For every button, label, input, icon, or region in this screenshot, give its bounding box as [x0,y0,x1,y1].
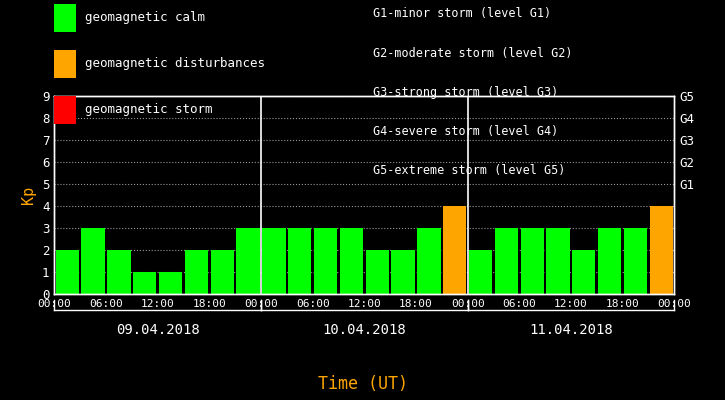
Y-axis label: Kp: Kp [22,186,36,204]
Bar [624,228,647,294]
Bar [340,228,363,294]
Bar [107,250,130,294]
Bar [56,250,79,294]
Bar [572,250,595,294]
Bar [598,228,621,294]
Text: G5-extreme storm (level G5): G5-extreme storm (level G5) [373,164,566,177]
Bar [159,272,182,294]
Bar [469,250,492,294]
Text: 09.04.2018: 09.04.2018 [116,323,199,337]
Bar [236,228,260,294]
Text: geomagnetic disturbances: geomagnetic disturbances [85,58,265,70]
Text: 11.04.2018: 11.04.2018 [529,323,613,337]
Bar [547,228,570,294]
Bar [185,250,208,294]
Text: Time (UT): Time (UT) [318,375,407,393]
Bar [133,272,157,294]
Text: G4-severe storm (level G4): G4-severe storm (level G4) [373,125,559,138]
Text: 10.04.2018: 10.04.2018 [323,323,406,337]
Bar [418,228,441,294]
Bar [392,250,415,294]
Text: geomagnetic storm: geomagnetic storm [85,104,212,116]
Bar [288,228,311,294]
Text: G1-minor storm (level G1): G1-minor storm (level G1) [373,8,552,20]
Bar [314,228,337,294]
Text: geomagnetic calm: geomagnetic calm [85,12,205,24]
Bar [494,228,518,294]
Text: G2-moderate storm (level G2): G2-moderate storm (level G2) [373,47,573,60]
Bar [521,228,544,294]
Bar [81,228,104,294]
Bar [365,250,389,294]
Bar [650,206,673,294]
Bar [262,228,286,294]
Bar [211,250,234,294]
Text: G3-strong storm (level G3): G3-strong storm (level G3) [373,86,559,99]
Bar [443,206,466,294]
